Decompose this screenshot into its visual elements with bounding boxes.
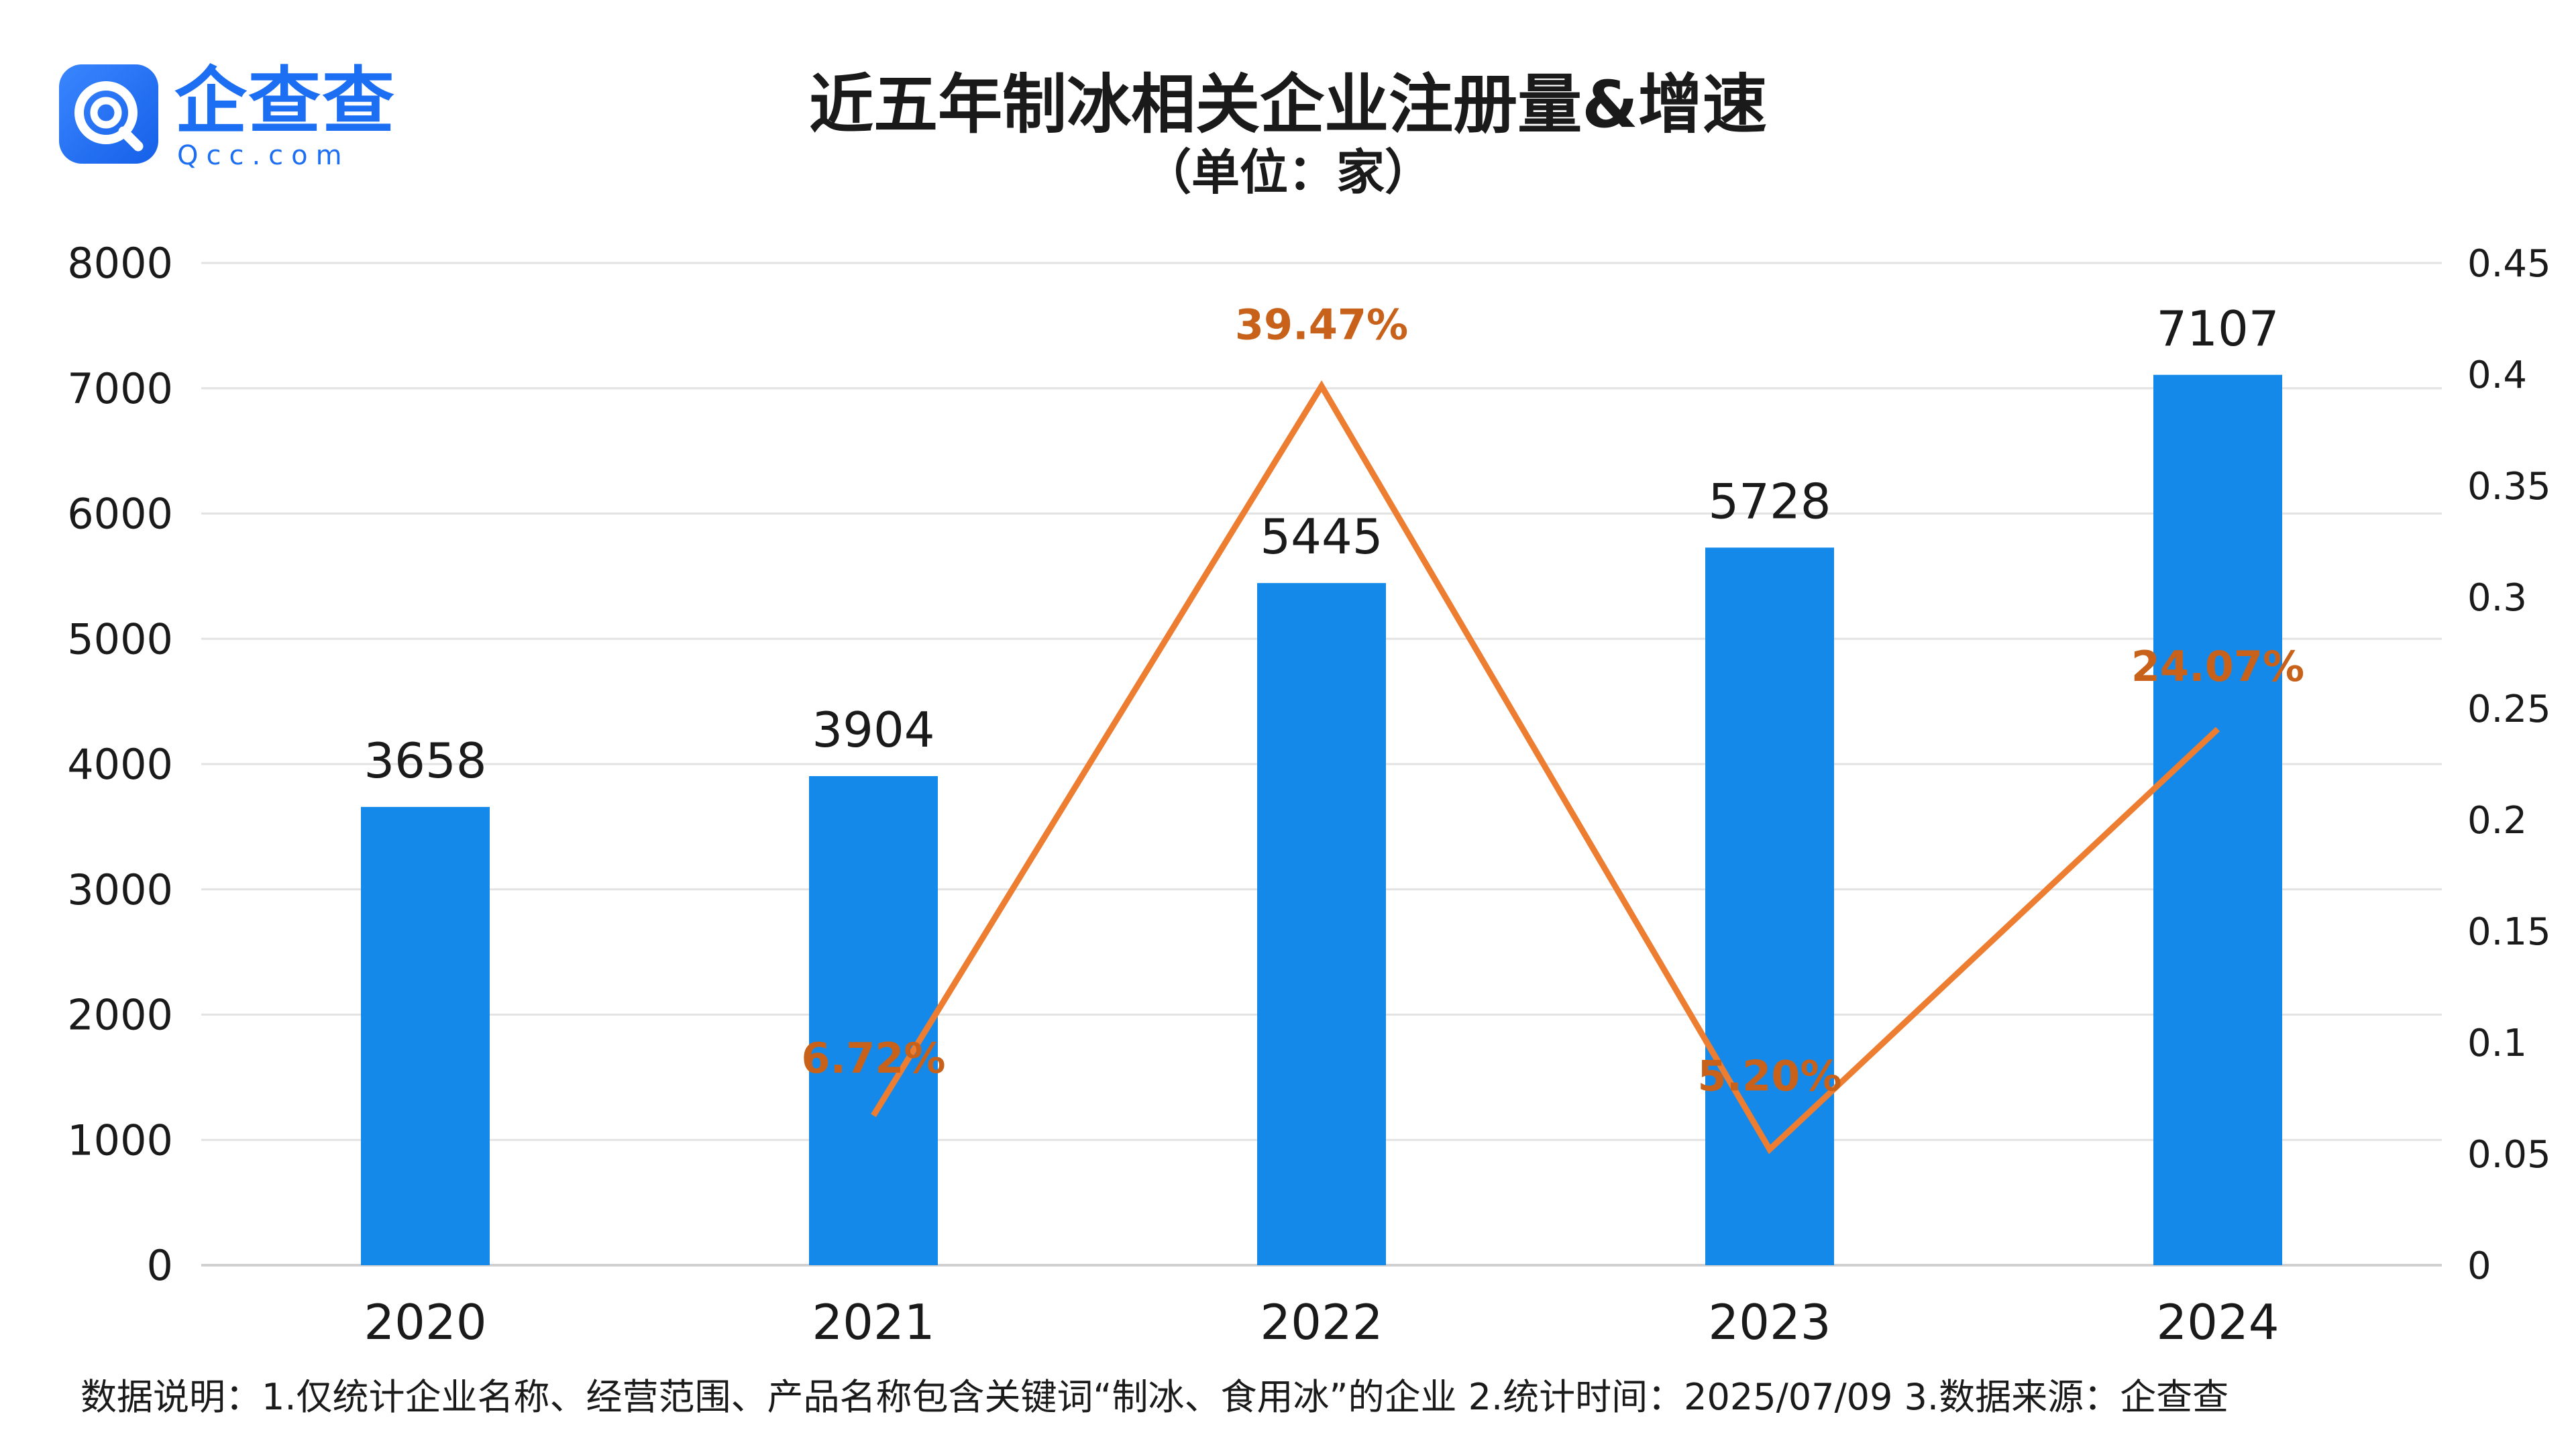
brand-name-en: Qcc.com (177, 140, 350, 171)
bar (809, 775, 938, 1265)
y-left-tick-label: 8000 (67, 239, 173, 288)
y-right-tick-label: 0 (2467, 1244, 2491, 1288)
y-left-tick-label: 3000 (67, 865, 173, 914)
bar (2153, 374, 2282, 1265)
y-left-tick-label: 7000 (67, 364, 173, 413)
growth-rate-label: 6.72% (801, 1034, 945, 1083)
y-right-tick-label: 0.25 (2467, 688, 2551, 731)
bar (1705, 547, 1834, 1265)
y-right-tick-label: 0.35 (2467, 465, 2551, 508)
qcc-search-logo-icon (59, 64, 158, 164)
y-left-tick-label: 4000 (67, 740, 173, 789)
x-tick-label: 2023 (1708, 1294, 1831, 1350)
y-right-tick-label: 0.2 (2467, 799, 2527, 843)
growth-rate-label: 24.07% (2131, 642, 2304, 691)
x-tick-label: 2020 (364, 1294, 486, 1350)
growth-rate-label: 39.47% (1235, 301, 1408, 350)
y-left-tick-label: 5000 (67, 614, 173, 663)
y-right-tick-label: 0.4 (2467, 354, 2527, 397)
x-tick-label: 2024 (2156, 1294, 2279, 1350)
bar-value-label: 3658 (364, 733, 486, 789)
bar (361, 806, 490, 1265)
y-right-tick-label: 0.45 (2467, 242, 2551, 286)
chart-subtitle: （单位：家） (1142, 144, 1433, 201)
x-tick-label: 2021 (812, 1294, 934, 1350)
y-right-tick-label: 0.15 (2467, 910, 2551, 954)
growth-line (871, 380, 2220, 1155)
y-left-tick-label: 1000 (67, 1116, 173, 1165)
y-right-tick-label: 0.05 (2467, 1133, 2551, 1177)
footnote: 数据说明：1.仅统计企业名称、经营范围、产品名称包含关键词“制冰、食用冰”的企业… (80, 1376, 2229, 1418)
brand-name-cn: 企查查 (174, 60, 396, 144)
y-left-tick-label: 6000 (67, 490, 173, 539)
growth-rate-label: 5.20% (1697, 1051, 1841, 1100)
y-right-tick-label: 0.1 (2467, 1022, 2527, 1065)
bar-value-label: 5445 (1260, 508, 1383, 565)
bar-value-label: 7107 (2156, 301, 2279, 357)
y-left-tick-label: 2000 (67, 991, 173, 1040)
y-right-tick-label: 0.3 (2467, 576, 2527, 620)
brand-logo: 企查查 Qcc.com (59, 60, 408, 171)
x-tick-label: 2022 (1260, 1294, 1383, 1350)
bar-value-label: 5728 (1708, 473, 1831, 529)
y-left-tick-label: 0 (147, 1241, 173, 1290)
chart-title: 近五年制冰相关企业注册量&增速 (809, 67, 1767, 142)
bar (1257, 583, 1386, 1265)
bar-value-label: 3904 (812, 702, 934, 758)
